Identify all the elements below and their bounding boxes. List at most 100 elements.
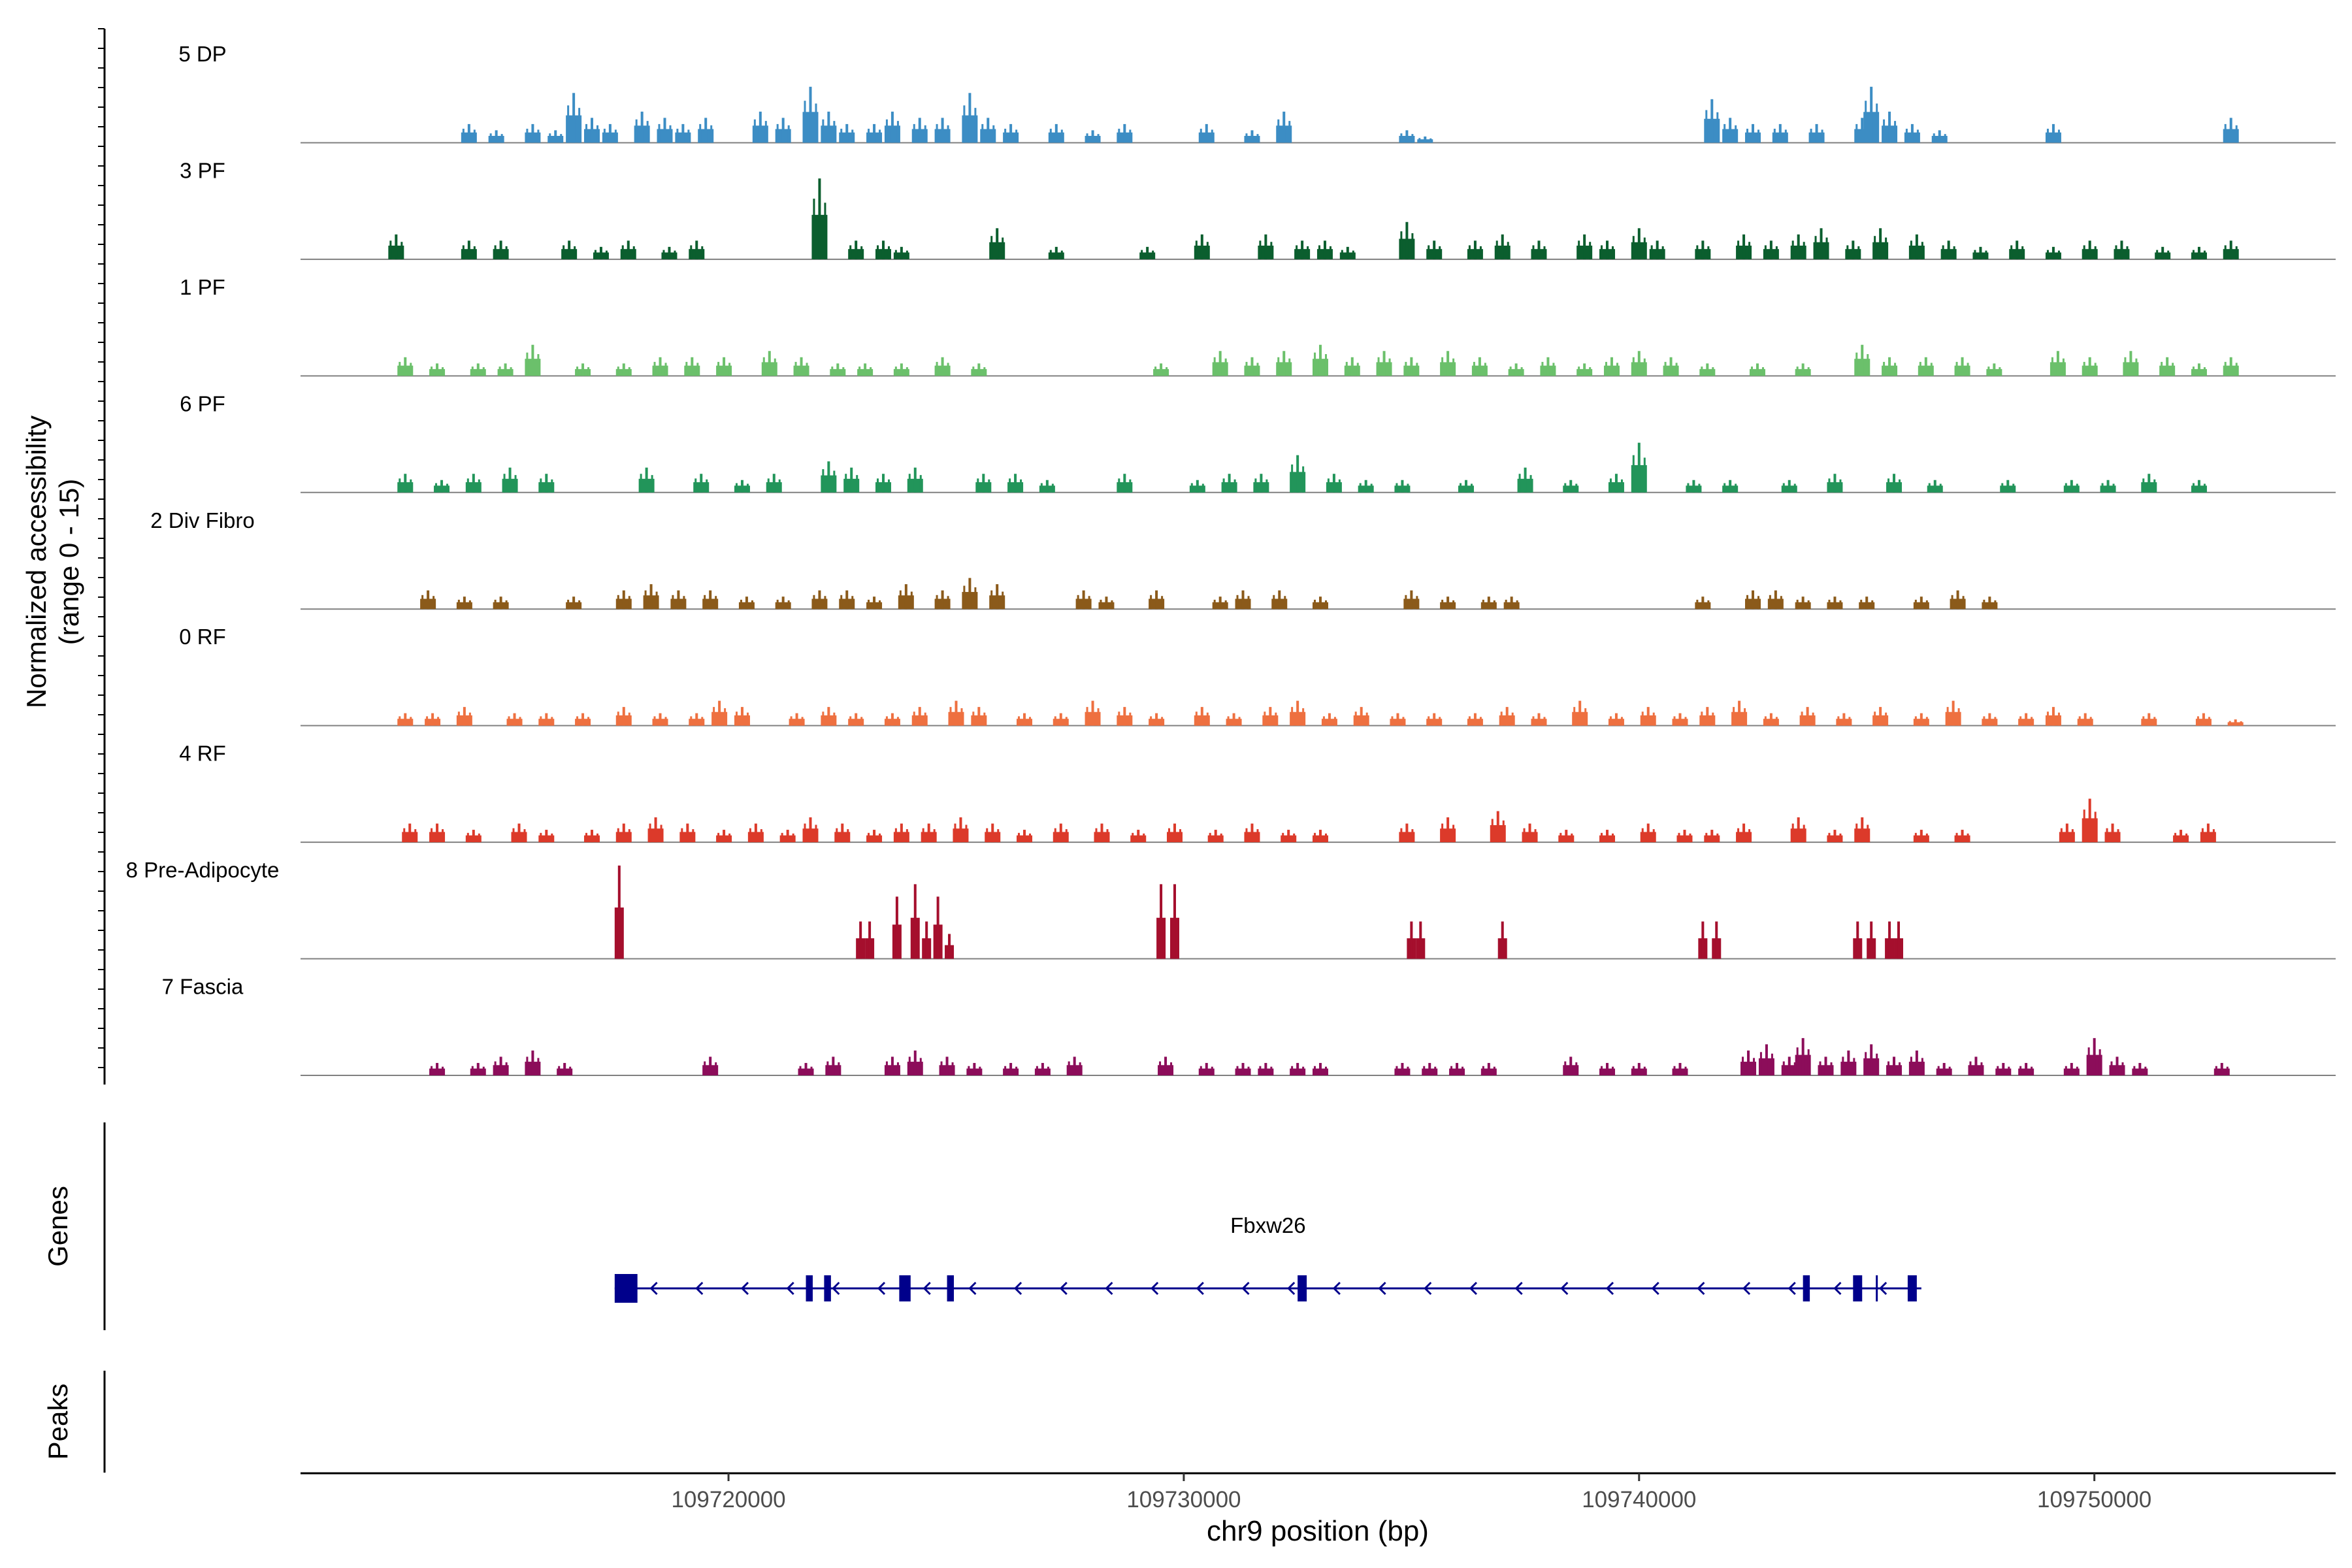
strand-arrow [1788,1281,1796,1296]
coverage-spike [2010,245,2013,259]
coverage-spike [668,246,671,259]
coverage-spike [442,829,444,843]
coverage-spike [1354,711,1357,726]
coverage-spike [471,367,474,376]
coverage-spike [918,707,921,726]
coverage-spike [1769,713,1772,726]
coverage-spike [653,361,656,376]
coverage-spike [1428,245,1430,259]
coverage-spike [718,700,721,726]
coverage-spike [859,921,862,959]
coverage-spike [1855,123,1858,143]
coverage-spike [2115,245,2117,259]
coverage-spike [913,884,917,959]
coverage-spike [2006,480,2010,493]
coverage-spike [1764,716,1767,726]
coverage-spike [1729,118,1732,143]
coverage-spike [1256,829,1259,843]
coverage-spike [1689,833,1691,843]
coverage-spike [1928,483,1931,493]
coverage-spike [1086,707,1088,726]
coverage-spike [941,590,944,610]
coverage-spike [457,599,460,610]
coverage-spike [1757,596,1760,610]
coverage-spike [1405,823,1409,843]
coverage-spike [2046,250,2049,259]
coverage-spike [963,585,966,610]
coverage-spike [890,1056,894,1075]
coverage-spike [1919,361,1921,376]
coverage-spike [1479,717,1482,726]
coverage-spike [1806,707,1809,726]
coverage-spike [924,712,926,726]
coverage-spike [1190,483,1193,493]
strand-arrow [1742,1281,1751,1296]
coverage-spike [1865,1052,1867,1075]
coverage-spike [1788,1056,1791,1075]
coverage-spike [1097,134,1100,143]
coverage-spike [983,367,986,376]
coverage-spike [1801,711,1803,726]
coverage-spike [809,86,812,143]
coverage-spike [1452,825,1455,843]
coverage-spike [1696,245,1699,259]
coverage-spike [1944,134,1946,143]
coverage-spike [1606,1062,1609,1075]
coverage-spike [614,129,617,143]
coverage-spike [1999,367,2001,376]
x-axis-ticks: 109720000 109730000 109740000 109750000 [671,1473,2151,1512]
y-title-line1: Normalized accessibility [21,416,52,708]
coverage-spike [1812,712,1814,726]
coverage-spike [1710,99,1714,143]
coverage-y-title: Normalized accessibility (range 0 - 15) [21,416,84,708]
coverage-spike [1264,234,1267,259]
coverage-spike [1509,367,1512,376]
coverage-spike [1073,1056,1076,1075]
coverage-spike [1313,599,1316,610]
coverage-spike [596,833,598,843]
coverage-spike [1313,1066,1316,1075]
coverage-spike [431,1066,433,1075]
strand-arrow [1105,1281,1113,1296]
coverage-spike [1302,466,1305,493]
coverage-spike [709,590,712,610]
coverage-spike [627,240,630,259]
coverage-spike [1824,1056,1827,1075]
coverage-spike [1839,833,1842,843]
coverage-spike [1270,1066,1273,1075]
coverage-spike [1049,250,1052,259]
coverage-spike [1433,240,1436,259]
coverage-spike [1916,129,1919,143]
coverage-spike [818,590,821,610]
coverage-spike [1797,817,1800,843]
coverage-spike [508,467,512,493]
coverage-spike [1507,242,1509,259]
coverage-spike [1833,474,1837,493]
coverage-spike [1129,129,1132,143]
coverage-spike [2226,1066,2229,1075]
coverage-spike [918,118,921,143]
coverage-spike [887,479,890,493]
coverage-spike [1861,118,1864,143]
coverage-spike [1706,707,1709,726]
coverage-spike [1543,246,1546,259]
coverage-spike [1675,363,1678,376]
coverage-spike [1496,811,1499,843]
coverage-spike [560,134,563,143]
coverage-spike [587,367,590,376]
coverage-spike [1905,129,1908,143]
coverage-spike [815,103,817,143]
coverage-spike [868,599,870,610]
coverage-spike [1318,830,1322,843]
coverage-spike [2161,361,2163,376]
coverage-spike [1865,596,1869,610]
coverage-spike [1123,474,1126,493]
coverage-spike [513,713,516,726]
coverage-spike [1610,357,1613,376]
coverage-spike [421,595,424,610]
coverage-spike [2016,240,2019,259]
coverage-spike [1296,245,1298,259]
coverage-spike [2083,713,2087,726]
coverage-spike [1887,478,1890,493]
coverage-spike [1439,246,1441,259]
